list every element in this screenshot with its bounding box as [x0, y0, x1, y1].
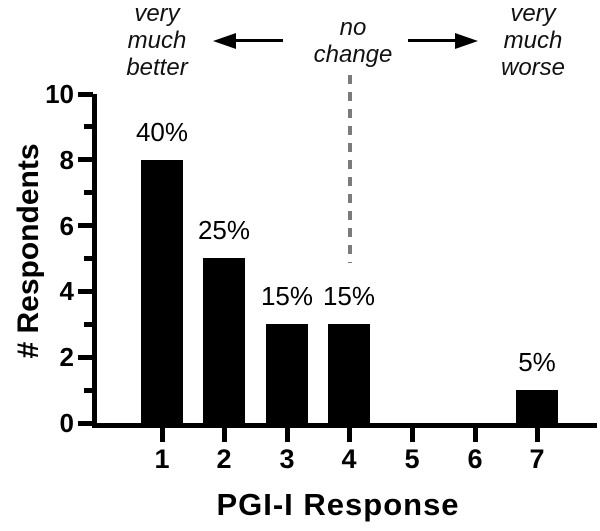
x-tick-label: 3 — [279, 444, 295, 474]
y-major-tick — [78, 421, 93, 426]
x-tick-label: 6 — [467, 444, 483, 474]
x-tick — [160, 428, 165, 442]
bar-value-label: 40% — [135, 117, 189, 147]
bar-value-label: 5% — [518, 347, 556, 377]
y-minor-tick — [84, 256, 93, 261]
x-tick — [410, 428, 415, 442]
y-axis-line — [92, 94, 97, 428]
y-major-tick — [78, 289, 93, 294]
right-arrow-icon — [408, 33, 478, 49]
x-tick-label: 4 — [341, 444, 357, 474]
x-tick-label: 5 — [404, 444, 420, 474]
annotation-very-much-worse: very much worse — [500, 0, 566, 81]
x-tick — [222, 428, 227, 442]
bar-value-label: 15% — [260, 281, 314, 311]
bar-value-label: 25% — [197, 215, 251, 245]
x-tick — [347, 428, 352, 442]
y-tick-label: 2 — [59, 342, 74, 372]
y-major-tick — [78, 92, 93, 97]
left-arrow-shaft — [229, 39, 283, 42]
right-arrow-head — [455, 33, 478, 49]
right-arrow-shaft — [408, 39, 462, 42]
y-minor-tick — [84, 322, 93, 327]
x-tick — [535, 428, 540, 442]
y-major-tick — [78, 223, 93, 228]
left-arrow-icon — [213, 33, 283, 49]
y-minor-tick — [84, 388, 93, 393]
x-tick-label: 7 — [529, 444, 545, 474]
annotation-very-much-better: very much better — [126, 0, 188, 81]
x-tick — [473, 428, 478, 442]
bar — [266, 324, 308, 423]
x-axis-title: PGI-I Response — [216, 487, 460, 522]
y-tick-label: 6 — [59, 211, 74, 241]
annotation-no-change: no change — [313, 14, 393, 68]
y-major-tick — [78, 157, 93, 162]
left-arrow-head — [213, 33, 236, 49]
x-tick-label: 2 — [216, 444, 232, 474]
x-tick-label: 1 — [154, 444, 170, 474]
y-tick-label: 4 — [59, 276, 74, 306]
bar — [141, 160, 183, 423]
x-axis-line — [92, 423, 597, 428]
bar — [516, 390, 558, 423]
y-tick-label: 10 — [45, 79, 74, 109]
y-minor-tick — [84, 190, 93, 195]
bar — [203, 258, 245, 423]
x-tick — [285, 428, 290, 442]
bar-value-label: 15% — [322, 281, 376, 311]
no-change-divider-line — [348, 75, 352, 263]
bar — [328, 324, 370, 423]
y-major-tick — [78, 355, 93, 360]
y-minor-tick — [84, 124, 93, 129]
y-tick-label: 0 — [59, 408, 74, 438]
y-tick-label: 8 — [59, 145, 74, 175]
